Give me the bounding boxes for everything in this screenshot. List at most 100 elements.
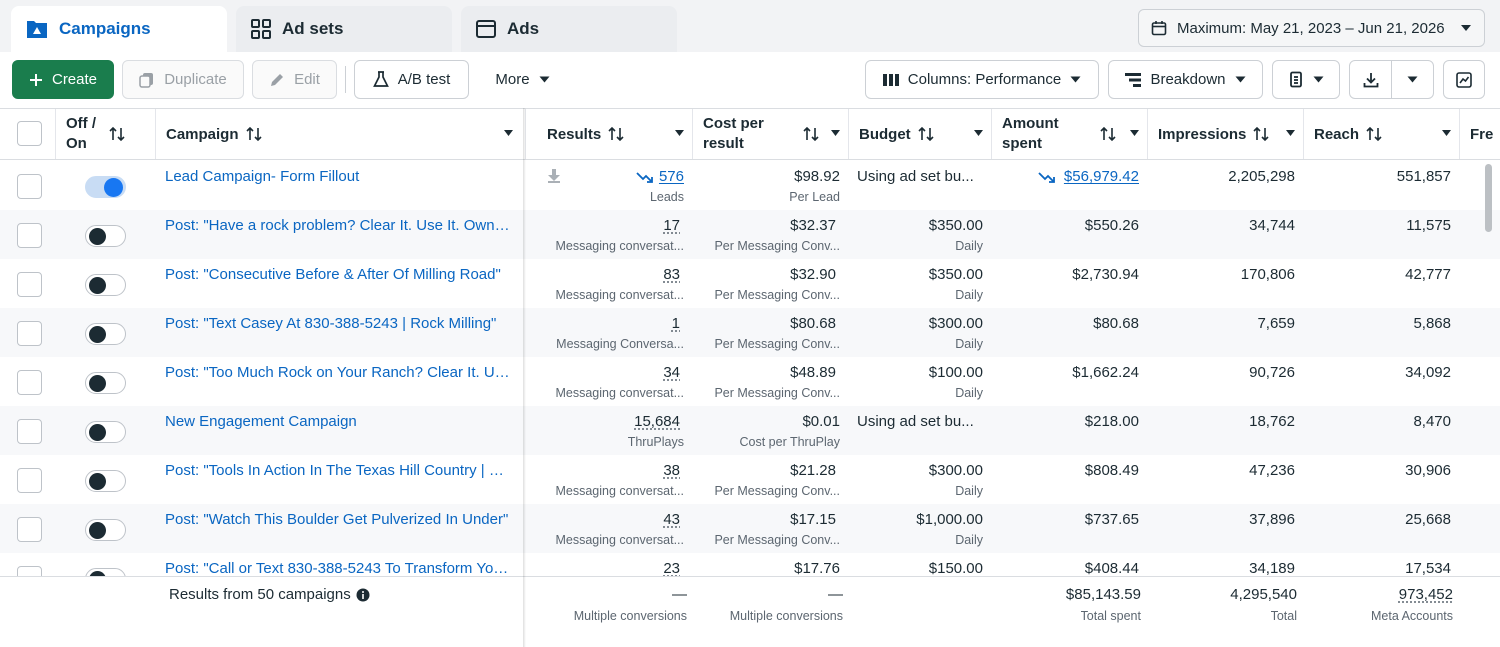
reports-button[interactable] [1272,60,1340,99]
campaign-name-link[interactable]: Post: "Too Much Rock on Your Ranch? Clea… [165,364,510,381]
amount-spent-value: $218.00 [1084,413,1139,430]
campaign-toggle[interactable] [85,372,126,394]
pencil-icon [269,72,285,88]
sort-icon [607,126,625,142]
cost-per-result-value: $32.90 [790,266,836,283]
caret-down-icon[interactable] [675,130,684,136]
campaign-name-link[interactable]: Lead Campaign- Form Fillout [165,168,360,185]
edit-label: Edit [294,71,320,88]
breakdown-button[interactable]: Breakdown [1108,60,1263,99]
columns-button[interactable]: Columns: Performance [865,60,1099,99]
caret-down-icon[interactable] [1442,130,1451,136]
campaign-toggle[interactable] [85,421,126,443]
more-button[interactable]: More [480,60,565,99]
reach-value: 551,857 [1396,168,1451,185]
campaign-name-link[interactable]: Post: "Call or Text 830-388-5243 To Tran… [165,560,510,577]
create-button[interactable]: Create [12,60,114,99]
caret-down-icon[interactable] [1286,130,1295,136]
campaign-name-link[interactable]: Post: "Text Casey At 830-388-5243 | Rock… [165,315,497,332]
amount-spent-header[interactable]: Amount spent [992,109,1148,159]
row-checkbox[interactable] [17,272,42,297]
campaign-toggle[interactable] [85,176,126,198]
table-row[interactable]: Lead Campaign- Form Fillout 576 Leads $98.9… [0,161,1500,210]
date-range-picker[interactable]: Maximum: May 21, 2023 – Jun 21, 2026 [1138,9,1485,47]
off-on-header[interactable]: Off / On [56,109,156,159]
row-checkbox[interactable] [17,174,42,199]
campaign-toggle[interactable] [85,274,126,296]
sort-icon [802,126,820,142]
campaign-header[interactable]: Campaign [156,109,526,159]
cost-per-result-type: Per Messaging Conv... [714,239,840,253]
reach-value: 42,777 [1405,266,1451,283]
tab-campaigns[interactable]: Campaigns [11,6,227,52]
cost-per-result-header[interactable]: Cost per result [693,109,849,159]
budget-value: $300.00 [928,315,983,332]
table-row[interactable]: Post: "Have a rock problem? Clear It. Us… [0,210,1500,259]
caret-down-icon[interactable] [831,130,840,136]
row-checkbox[interactable] [17,370,42,395]
results-value: 15,684 [634,413,680,430]
results-value[interactable]: 576 [658,168,684,185]
toggle-knob [89,375,106,392]
campaign-toggle[interactable] [85,519,126,541]
budget-period: Daily [955,337,983,351]
table-row[interactable]: Post: "Tools In Action In The Texas Hill… [0,455,1500,504]
row-checkbox[interactable] [17,468,42,493]
campaign-name-link[interactable]: Post: "Have a rock problem? Clear It. Us… [165,217,510,234]
ab-test-button[interactable]: A/B test [354,60,469,99]
sort-icon [1099,126,1117,142]
table-row[interactable]: Post: "Too Much Rock on Your Ranch? Clea… [0,357,1500,406]
reach-header[interactable]: Reach [1304,109,1460,159]
results-value: 83 [663,266,680,283]
row-checkbox[interactable] [17,419,42,444]
table-row[interactable]: Post: "Text Casey At 830-388-5243 | Rock… [0,308,1500,357]
tab-ads[interactable]: Ads [461,6,677,52]
tab-ad-sets[interactable]: Ad sets [236,6,452,52]
info-icon[interactable] [356,588,370,602]
footer-spent-value: $85,143.59 [1065,586,1141,603]
budget-value: $350.00 [928,217,983,234]
cost-per-result-value: $48.89 [790,364,836,381]
footer-impressions-value: 4,295,540 [1230,586,1297,603]
results-summary-label: Results from 50 campaigns [169,586,351,603]
caret-down-icon[interactable] [1130,130,1139,136]
campaign-toggle[interactable] [85,225,126,247]
select-all-checkbox[interactable] [17,121,42,146]
results-type: Messaging conversat... [555,533,684,547]
row-checkbox[interactable] [17,517,42,542]
row-checkbox[interactable] [17,223,42,248]
amount-spent-value: $737.65 [1084,511,1139,528]
amount-spent-value[interactable]: $56,979.42 [1063,168,1139,185]
charts-button[interactable] [1443,60,1485,99]
frequency-header[interactable]: Fre [1460,109,1500,159]
campaign-name-link[interactable]: Post: "Watch This Boulder Get Pulverized… [165,511,509,528]
calendar-icon [1151,20,1167,36]
export-options-button[interactable] [1391,60,1434,99]
export-button[interactable] [1349,60,1392,99]
duplicate-button[interactable]: Duplicate [122,60,244,99]
results-header[interactable]: Results [537,109,693,159]
campaign-toggle[interactable] [85,470,126,492]
campaign-folder-icon [25,18,49,40]
campaign-name-link[interactable]: Post: "Tools In Action In The Texas Hill… [165,462,510,479]
caret-down-icon[interactable] [974,130,983,136]
table-row[interactable]: Post: "Consecutive Before & After Of Mil… [0,259,1500,308]
edit-button[interactable]: Edit [252,60,337,99]
vertical-scrollbar[interactable] [1485,164,1492,232]
footer-reach-label: Meta Accounts [1371,609,1453,623]
campaign-toggle[interactable] [85,323,126,345]
row-checkbox[interactable] [17,321,42,346]
off-on-label-1: Off / [66,115,96,132]
campaign-name-link[interactable]: Post: "Consecutive Before & After Of Mil… [165,266,501,283]
amount-header-label-1: Amount [1002,115,1059,132]
table-row[interactable]: Post: "Watch This Boulder Get Pulverized… [0,504,1500,553]
campaign-name-link[interactable]: New Engagement Campaign [165,413,357,430]
table-row[interactable]: New Engagement Campaign 15,684 ThruPlays $0… [0,406,1500,455]
cost-per-result-value: $32.37 [790,217,836,234]
off-on-label-2: On [66,135,87,152]
table-header: Off / On Campaign Results Cost per result … [0,108,1500,160]
impressions-value: 34,189 [1249,560,1295,577]
caret-down-icon[interactable] [504,130,513,136]
impressions-header[interactable]: Impressions [1148,109,1304,159]
budget-header[interactable]: Budget [849,109,992,159]
